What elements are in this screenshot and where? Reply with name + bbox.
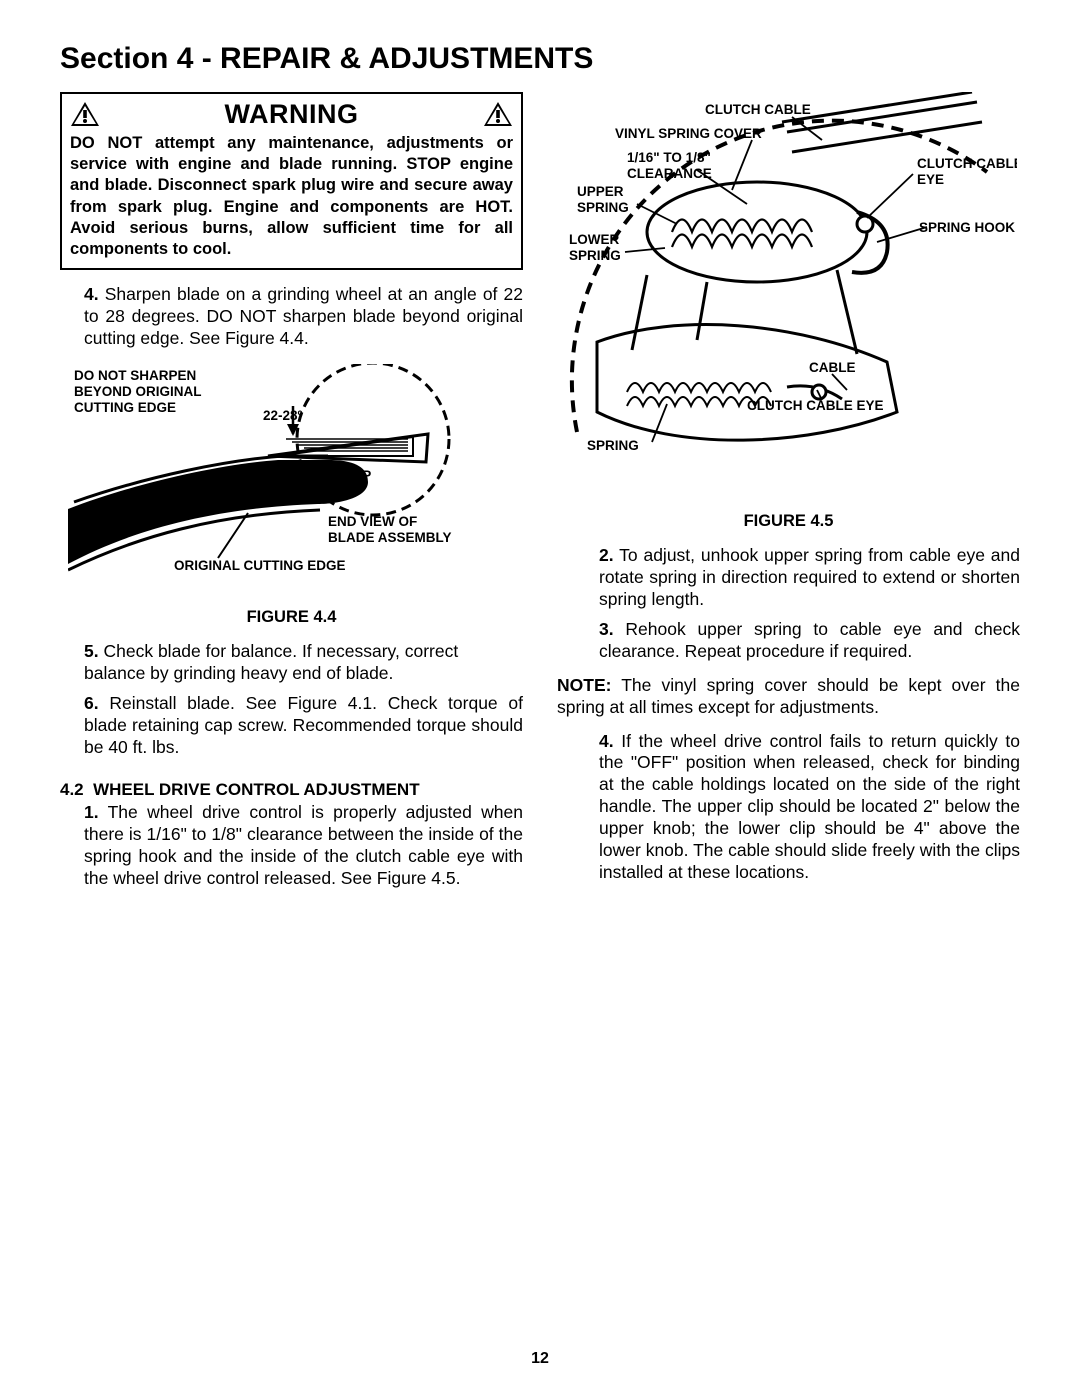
- p5-text: Check blade for balance. If necessary, c…: [84, 641, 458, 683]
- fig45-clr2: CLEARANCE: [627, 166, 712, 181]
- fig45-lower2: SPRING: [569, 248, 621, 263]
- fig44-nosharpen2: BEYOND ORIGINAL: [74, 384, 202, 399]
- figure-4-5-caption: FIGURE 4.5: [557, 511, 1020, 532]
- fig45-upper1: UPPER: [577, 184, 624, 199]
- note-lead: NOTE:: [557, 675, 611, 695]
- paragraph-r-4: 4. If the wheel drive control fails to r…: [557, 731, 1020, 884]
- fig45-upper2: SPRING: [577, 200, 629, 215]
- fig45-cable: CABLE: [809, 360, 856, 375]
- pr2-text: To adjust, unhook upper spring from cabl…: [599, 545, 1020, 609]
- fig45-hook: SPRING HOOK: [919, 220, 1015, 235]
- note-text: The vinyl spring cover should be kept ov…: [557, 675, 1020, 717]
- fig45-clr1: 1/16" TO 1/8": [627, 150, 711, 165]
- page-number: 12: [0, 1349, 1080, 1369]
- warning-text: DO NOT attempt any maintenance, adjustme…: [70, 133, 513, 260]
- pr4-text: If the wheel drive control fails to retu…: [599, 731, 1020, 882]
- fig45-eye2: EYE: [917, 172, 944, 187]
- subhead-4-2-text: WHEEL DRIVE CONTROL ADJUSTMENT: [93, 780, 419, 799]
- paragraph-r-3: 3. Rehook upper spring to cable eye and …: [557, 619, 1020, 663]
- fig44-origedge: ORIGINAL CUTTING EDGE: [174, 558, 346, 573]
- paragraph-4: 4. Sharpen blade on a grinding wheel at …: [60, 284, 523, 350]
- warning-box: WARNING DO NOT attempt any maintenance, …: [60, 92, 523, 270]
- warning-icon: [70, 101, 100, 127]
- right-column: CLUTCH CABLE VINYL SPRING COVER 1/16" TO…: [557, 92, 1020, 898]
- left-column: WARNING DO NOT attempt any maintenance, …: [60, 92, 523, 898]
- paragraph-6: 6. Reinstall blade. See Figure 4.1. Chec…: [60, 693, 523, 759]
- fig45-spring: SPRING: [587, 438, 639, 453]
- figure-4-4: DO NOT SHARPEN BEYOND ORIGINAL CUTTING E…: [68, 364, 498, 590]
- pr3-text: Rehook upper spring to cable eye and che…: [599, 619, 1020, 661]
- fig45-eye-bottom: CLUTCH CABLE EYE: [747, 398, 884, 413]
- fig45-lower1: LOWER: [569, 232, 619, 247]
- fig44-endview2: BLADE ASSEMBLY: [328, 530, 452, 545]
- fig44-endview1: END VIEW OF: [328, 514, 417, 529]
- paragraph-r-2: 2. To adjust, unhook upper spring from c…: [557, 545, 1020, 611]
- paragraph-4-2-1: 1. The wheel drive control is properly a…: [60, 802, 523, 890]
- note-paragraph: NOTE: The vinyl spring cover should be k…: [557, 675, 1020, 719]
- figure-4-4-caption: FIGURE 4.4: [60, 607, 523, 628]
- fig45-eye1: CLUTCH CABLE: [917, 156, 1017, 171]
- fig44-nosharpen: DO NOT SHARPEN: [74, 368, 196, 383]
- p6-text: Reinstall blade. See Figure 4.1. Check t…: [84, 693, 523, 757]
- fig44-bladetip: BLADE TIP: [300, 468, 371, 483]
- fig45-vinyl: VINYL SPRING COVER: [615, 126, 762, 141]
- p421-text: The wheel drive control is properly adju…: [84, 802, 523, 888]
- warning-header: WARNING: [70, 98, 513, 132]
- fig44-nosharpen3: CUTTING EDGE: [74, 400, 176, 415]
- two-column-layout: WARNING DO NOT attempt any maintenance, …: [60, 92, 1020, 898]
- warning-icon: [483, 101, 513, 127]
- fig45-clutchcable: CLUTCH CABLE: [705, 102, 811, 117]
- warning-label: WARNING: [225, 98, 359, 132]
- subhead-4-2: 4.2 WHEEL DRIVE CONTROL ADJUSTMENT: [60, 779, 523, 800]
- figure-4-5: CLUTCH CABLE VINYL SPRING COVER 1/16" TO…: [557, 92, 1017, 492]
- paragraph-5: 5. Check blade for balance. If necessary…: [60, 641, 523, 685]
- section-title: Section 4 - REPAIR & ADJUSTMENTS: [60, 40, 1020, 78]
- fig44-angle: 22-28º: [263, 408, 303, 423]
- p4-text: Sharpen blade on a grinding wheel at an …: [84, 284, 523, 348]
